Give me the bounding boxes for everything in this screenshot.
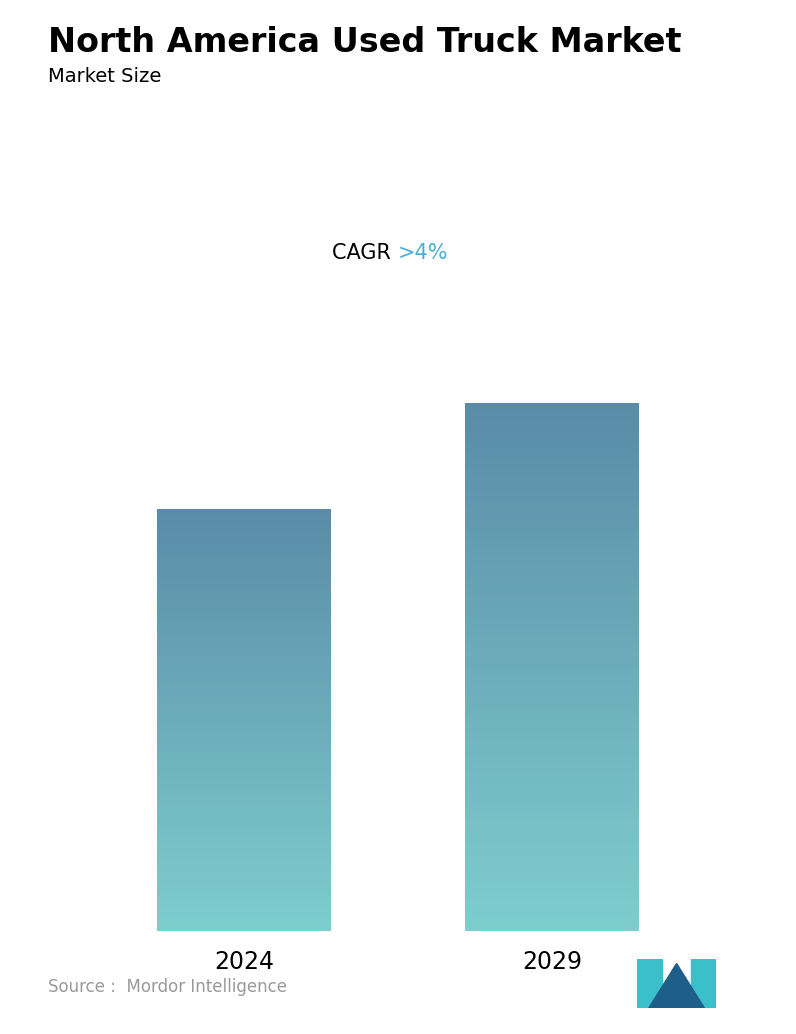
Polygon shape <box>637 959 662 1008</box>
Text: North America Used Truck Market: North America Used Truck Market <box>48 26 681 59</box>
Text: >4%: >4% <box>398 243 448 264</box>
Polygon shape <box>649 964 704 1008</box>
Polygon shape <box>691 959 716 1008</box>
Text: CAGR: CAGR <box>333 243 398 264</box>
Text: Market Size: Market Size <box>48 67 161 86</box>
Text: Source :  Mordor Intelligence: Source : Mordor Intelligence <box>48 978 287 997</box>
